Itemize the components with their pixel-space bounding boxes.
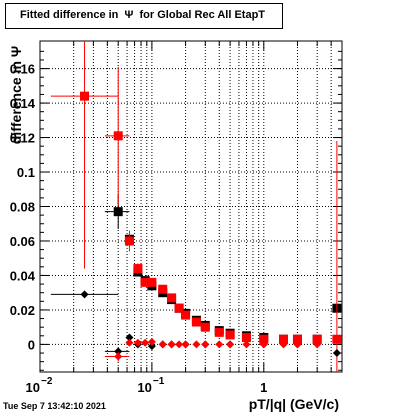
y-tick-label: 0.08 (10, 200, 35, 215)
data-point-diamond (147, 337, 156, 346)
y-tick-label: 0.04 (10, 268, 36, 283)
x-tick-label-exponent: −1 (153, 376, 165, 387)
data-point-square (133, 264, 143, 274)
data-point-square (167, 293, 177, 303)
data-point-square (241, 333, 251, 343)
data-point-diamond (133, 338, 142, 347)
y-tick-label: 0 (28, 337, 35, 352)
x-tick-label: 10 (137, 380, 151, 395)
y-tick-label: 0.12 (10, 131, 35, 146)
data-point-diamond (181, 340, 190, 349)
y-tick-label: 0.14 (10, 96, 36, 111)
x-axis-label: pT/|q| (GeV/c) (248, 396, 339, 412)
data-point-square (259, 334, 269, 344)
data-point-square (225, 330, 235, 340)
data-point-diamond (125, 338, 134, 347)
data-point-diamond (279, 340, 288, 349)
data-point-diamond (242, 340, 251, 349)
data-point-diamond (141, 338, 150, 347)
data-point-square (292, 334, 302, 344)
data-point-square (200, 322, 210, 332)
y-axis-label: difference in Ψ (8, 45, 24, 145)
data-point-square (124, 236, 134, 246)
data-point-diamond (175, 340, 184, 349)
data-point-square (214, 327, 224, 337)
data-point-diamond (167, 340, 176, 349)
x-tick-label: 10 (26, 380, 40, 395)
data-point-diamond (259, 340, 268, 349)
title-box: Fitted difference in Ψ for Global Rec Al… (5, 3, 283, 29)
y-tick-label: 0.1 (17, 165, 35, 180)
timestamp: Tue Sep 7 13:42:10 2021 (3, 401, 106, 411)
grid-lines (39, 41, 343, 372)
data-point-diamond (125, 333, 134, 342)
data-point-square (191, 317, 201, 327)
chart-title: Fitted difference in Ψ for Global Rec Al… (20, 9, 266, 21)
data-point-square (181, 310, 191, 320)
data-point-diamond (147, 342, 156, 351)
y-tick-label: 0.16 (10, 62, 35, 77)
y-tick-label: 0.06 (10, 234, 35, 249)
data-point-diamond (201, 340, 210, 349)
data-point-diamond (215, 340, 224, 349)
data-point-diamond (293, 340, 302, 349)
x-tick-label: 1 (260, 380, 267, 395)
data-point-diamond (226, 340, 235, 349)
data-point-square (147, 277, 157, 287)
data-points (50, 41, 342, 372)
data-point-square (174, 303, 184, 313)
data-point-diamond (192, 340, 201, 349)
data-point-diamond (332, 349, 341, 358)
y-tick-label: 0.02 (10, 303, 35, 318)
data-point-square (278, 334, 288, 344)
data-point-diamond (313, 340, 322, 349)
x-tick-label-exponent: −2 (41, 376, 53, 387)
data-point-square (312, 334, 322, 344)
data-point-diamond (332, 335, 341, 344)
data-point-square (158, 284, 168, 294)
data-point-square (140, 277, 150, 287)
data-point-diamond (158, 340, 167, 349)
